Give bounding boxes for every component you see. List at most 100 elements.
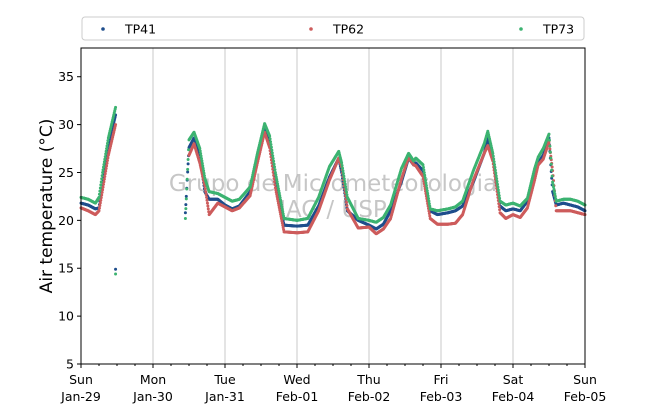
data-point bbox=[106, 156, 110, 160]
data-point bbox=[187, 148, 191, 152]
data-point bbox=[344, 187, 348, 191]
legend-marker-TP41 bbox=[101, 27, 105, 31]
x-axis: Sun Jan-29 Mon Jan-30 Tue Jan-31 Wed Feb-01 Thu F… bbox=[60, 364, 606, 404]
data-point bbox=[114, 267, 118, 271]
data-point bbox=[552, 185, 555, 189]
data-point bbox=[281, 210, 285, 214]
data-point bbox=[428, 214, 432, 218]
series-TP73 bbox=[79, 105, 587, 276]
data-point bbox=[199, 151, 203, 155]
data-point bbox=[424, 181, 428, 185]
series-TP62 bbox=[79, 123, 587, 236]
data-point bbox=[344, 185, 348, 189]
watermark: Grupo de Micrometeorologia IAG / USP bbox=[169, 171, 497, 223]
data-point bbox=[497, 191, 501, 195]
data-point bbox=[272, 159, 276, 163]
data-point bbox=[498, 196, 502, 200]
data-point bbox=[97, 206, 101, 210]
data-point bbox=[271, 154, 275, 158]
data-point bbox=[183, 216, 187, 220]
data-point bbox=[428, 204, 432, 208]
data-point bbox=[272, 162, 276, 166]
data-point bbox=[269, 140, 273, 144]
data-point bbox=[100, 177, 104, 181]
x-tick-label-date: Feb-04 bbox=[492, 389, 535, 404]
data-point bbox=[497, 202, 501, 206]
data-point bbox=[100, 174, 104, 178]
data-point bbox=[423, 173, 427, 177]
data-point bbox=[101, 170, 105, 174]
data-point bbox=[426, 191, 430, 195]
data-point bbox=[271, 156, 275, 160]
data-point bbox=[104, 149, 108, 153]
y-axis: 5 10 15 20 25 30 35 bbox=[58, 69, 81, 372]
data-point bbox=[184, 194, 188, 198]
data-point bbox=[185, 187, 189, 191]
data-point bbox=[100, 193, 104, 197]
data-point bbox=[98, 189, 102, 193]
data-point bbox=[275, 177, 279, 181]
data-point bbox=[341, 172, 345, 176]
data-point bbox=[281, 212, 285, 216]
data-point bbox=[205, 195, 209, 199]
x-tick-label-date: Feb-03 bbox=[420, 389, 463, 404]
data-point bbox=[103, 157, 107, 161]
data-point bbox=[496, 188, 500, 192]
data-point bbox=[277, 191, 281, 195]
data-point bbox=[186, 162, 190, 166]
data-point bbox=[341, 169, 345, 173]
grid bbox=[152, 48, 514, 364]
data-point bbox=[97, 192, 101, 196]
data-point bbox=[102, 180, 106, 184]
data-point bbox=[99, 198, 103, 202]
data-point bbox=[269, 142, 273, 146]
data-point bbox=[340, 161, 344, 165]
data-point bbox=[492, 160, 496, 164]
data-point bbox=[493, 163, 497, 167]
data-point bbox=[427, 199, 431, 203]
data-point bbox=[270, 148, 274, 152]
data-point bbox=[98, 201, 102, 205]
data-point bbox=[547, 132, 551, 136]
data-point bbox=[496, 185, 500, 189]
data-point bbox=[497, 194, 501, 198]
data-point bbox=[99, 196, 103, 200]
data-point bbox=[550, 168, 554, 172]
data-point bbox=[186, 167, 190, 171]
data-point bbox=[270, 151, 274, 155]
data-point bbox=[201, 166, 205, 170]
data-point bbox=[491, 151, 495, 155]
data-point bbox=[278, 193, 282, 197]
data-point bbox=[273, 180, 277, 184]
data-point bbox=[427, 197, 431, 201]
data-point bbox=[274, 173, 278, 177]
x-tick-label-date: Feb-05 bbox=[564, 389, 607, 404]
data-point bbox=[101, 165, 105, 169]
data-point bbox=[268, 134, 272, 138]
data-point bbox=[105, 144, 109, 148]
y-tick-label: 10 bbox=[58, 309, 74, 324]
data-point bbox=[494, 171, 498, 175]
data-point bbox=[341, 166, 345, 170]
data-point bbox=[495, 179, 499, 183]
legend-label-TP73: TP73 bbox=[542, 22, 574, 37]
data-point bbox=[99, 183, 103, 187]
data-point bbox=[200, 159, 204, 163]
data-point bbox=[493, 165, 497, 169]
data-point bbox=[273, 183, 277, 187]
data-point bbox=[279, 200, 283, 204]
data-point bbox=[101, 182, 105, 186]
x-tick-label-dow: Sun bbox=[573, 372, 597, 387]
x-tick-label-date: Feb-01 bbox=[276, 389, 319, 404]
data-point bbox=[198, 147, 202, 151]
data-point bbox=[554, 204, 558, 208]
data-point bbox=[103, 174, 107, 178]
y-axis-label: Air temperature (°C) bbox=[37, 119, 57, 294]
data-point bbox=[184, 207, 188, 211]
data-point bbox=[427, 211, 431, 215]
data-point bbox=[273, 165, 277, 169]
x-tick-label-dow: Fri bbox=[434, 372, 449, 387]
data-point bbox=[204, 190, 208, 194]
data-point bbox=[199, 154, 203, 158]
